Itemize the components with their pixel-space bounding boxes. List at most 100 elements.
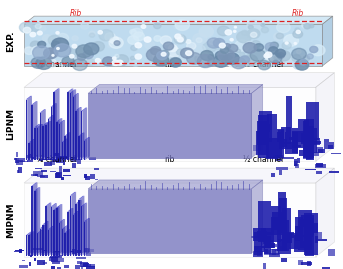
Bar bbox=[56, 208, 58, 256]
Circle shape bbox=[265, 55, 272, 60]
Circle shape bbox=[301, 23, 308, 28]
Circle shape bbox=[250, 49, 265, 61]
Circle shape bbox=[105, 33, 115, 41]
Circle shape bbox=[154, 23, 161, 29]
Bar bbox=[37, 233, 38, 256]
Bar bbox=[301, 215, 314, 228]
Bar bbox=[60, 256, 62, 258]
Bar bbox=[271, 217, 279, 235]
Bar bbox=[70, 196, 71, 256]
Bar bbox=[78, 136, 80, 160]
Bar bbox=[70, 93, 71, 160]
Bar bbox=[272, 249, 280, 255]
Bar bbox=[271, 174, 275, 177]
Bar bbox=[307, 243, 312, 248]
Polygon shape bbox=[66, 132, 71, 160]
Text: ½ channel: ½ channel bbox=[36, 155, 76, 164]
Bar bbox=[42, 158, 51, 160]
Circle shape bbox=[161, 52, 166, 56]
Polygon shape bbox=[33, 182, 37, 256]
Circle shape bbox=[197, 55, 214, 68]
Polygon shape bbox=[322, 16, 333, 66]
Bar bbox=[316, 163, 323, 167]
Circle shape bbox=[115, 54, 119, 58]
Circle shape bbox=[224, 44, 230, 49]
Bar bbox=[40, 175, 48, 178]
Circle shape bbox=[135, 54, 142, 59]
Bar bbox=[271, 206, 282, 242]
Circle shape bbox=[295, 28, 300, 32]
Polygon shape bbox=[48, 115, 54, 119]
Polygon shape bbox=[39, 109, 46, 113]
Circle shape bbox=[213, 55, 228, 67]
Bar bbox=[267, 114, 277, 158]
Circle shape bbox=[99, 30, 113, 41]
Bar bbox=[280, 246, 284, 250]
Circle shape bbox=[48, 35, 61, 45]
Bar bbox=[50, 107, 52, 160]
Bar bbox=[24, 24, 322, 66]
Text: ½ channel: ½ channel bbox=[243, 60, 283, 69]
Bar bbox=[251, 236, 262, 238]
Polygon shape bbox=[88, 84, 263, 93]
Bar bbox=[37, 260, 45, 266]
Bar bbox=[261, 228, 274, 248]
Circle shape bbox=[283, 55, 294, 65]
Circle shape bbox=[228, 44, 238, 52]
Circle shape bbox=[267, 52, 281, 63]
Bar bbox=[26, 100, 27, 160]
Circle shape bbox=[57, 33, 69, 43]
Bar bbox=[331, 153, 341, 154]
Bar bbox=[35, 174, 38, 176]
Bar bbox=[281, 128, 291, 144]
Bar bbox=[53, 251, 60, 257]
Polygon shape bbox=[63, 139, 68, 160]
Bar bbox=[59, 124, 60, 160]
Polygon shape bbox=[316, 73, 334, 161]
Circle shape bbox=[275, 49, 285, 57]
Polygon shape bbox=[59, 219, 65, 223]
Circle shape bbox=[197, 55, 208, 64]
Circle shape bbox=[170, 58, 181, 67]
Circle shape bbox=[130, 29, 136, 34]
Circle shape bbox=[265, 45, 276, 54]
Bar bbox=[253, 250, 262, 257]
Bar bbox=[307, 152, 319, 156]
Bar bbox=[32, 157, 34, 159]
Circle shape bbox=[261, 23, 265, 26]
Text: Rib: Rib bbox=[292, 9, 305, 18]
Polygon shape bbox=[58, 118, 62, 160]
Circle shape bbox=[240, 56, 250, 63]
Circle shape bbox=[234, 30, 236, 32]
Polygon shape bbox=[44, 221, 48, 256]
Polygon shape bbox=[60, 120, 65, 160]
Polygon shape bbox=[64, 229, 71, 233]
Circle shape bbox=[110, 40, 114, 43]
Bar bbox=[263, 263, 267, 269]
Polygon shape bbox=[56, 204, 62, 208]
Polygon shape bbox=[27, 232, 32, 256]
Circle shape bbox=[174, 25, 178, 29]
Bar bbox=[16, 160, 23, 165]
Bar bbox=[83, 263, 89, 267]
Bar bbox=[303, 154, 311, 160]
Bar bbox=[281, 257, 287, 262]
Circle shape bbox=[223, 58, 232, 65]
Circle shape bbox=[233, 47, 237, 50]
Circle shape bbox=[231, 57, 246, 69]
Circle shape bbox=[276, 22, 290, 33]
Circle shape bbox=[31, 41, 40, 49]
Polygon shape bbox=[52, 103, 57, 160]
Bar bbox=[329, 171, 339, 173]
Polygon shape bbox=[73, 211, 79, 215]
Polygon shape bbox=[49, 115, 54, 160]
Circle shape bbox=[299, 59, 307, 65]
Circle shape bbox=[174, 34, 186, 44]
Polygon shape bbox=[38, 230, 43, 256]
Bar bbox=[292, 128, 298, 153]
Bar bbox=[16, 152, 18, 157]
Circle shape bbox=[56, 32, 59, 34]
Bar bbox=[315, 236, 319, 243]
Bar bbox=[328, 249, 335, 256]
Bar bbox=[90, 174, 95, 179]
